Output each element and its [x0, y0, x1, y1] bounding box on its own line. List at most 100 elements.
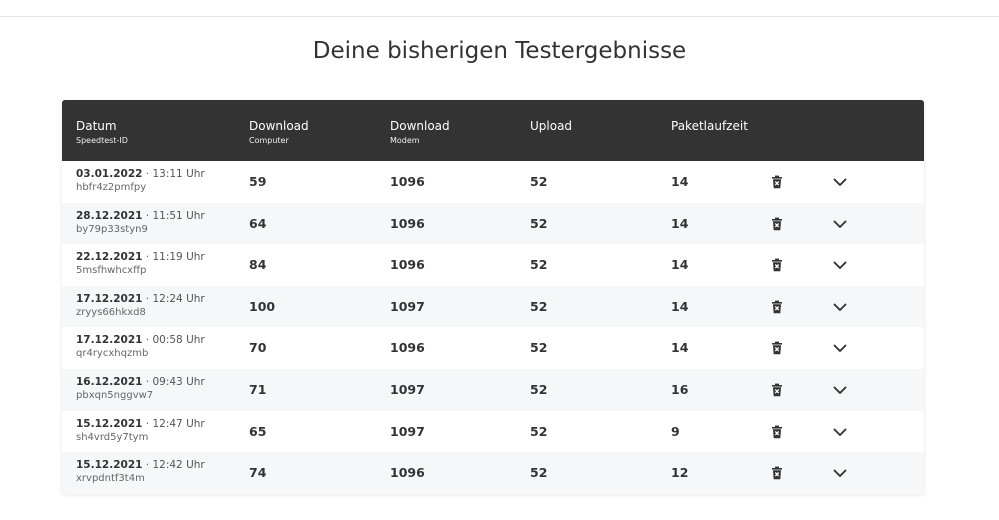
download-modem-value: 1097 [390, 298, 425, 314]
date-cell: 03.01.2022 · 13:11 Uhr hbfr4z2pmfpy [76, 168, 205, 194]
download-modem-value: 1096 [390, 215, 425, 231]
table-row: 17.12.2021 · 00:58 Uhr qr4rycxhqzmb 70 1… [62, 327, 924, 369]
speedtest-id: qr4rycxhqzmb [76, 348, 149, 360]
header-download-modem-label: Download [390, 119, 450, 133]
trash-icon[interactable] [770, 217, 784, 231]
header-latency-label: Paketlaufzeit [671, 119, 748, 133]
trash-icon[interactable] [770, 258, 784, 272]
header-upload: Upload [530, 119, 572, 133]
date-cell: 28.12.2021 · 11:51 Uhr by79p33styn9 [76, 210, 205, 236]
row-time: 13:11 Uhr [152, 168, 205, 180]
upload-value: 52 [530, 340, 548, 356]
date-cell: 15.12.2021 · 12:42 Uhr xrvpdntf3t4m [76, 459, 205, 485]
speedtest-id: 5msfhwhcxffp [76, 265, 147, 277]
row-date: 17.12.2021 [76, 292, 143, 305]
download-modem-value: 1097 [390, 381, 425, 397]
chevron-down-icon[interactable] [832, 467, 848, 479]
latency-value: 14 [671, 215, 689, 231]
header-download-modem-sublabel: Modem [390, 136, 420, 145]
header-download-computer-sublabel: Computer [249, 136, 289, 145]
latency-value: 12 [671, 465, 689, 481]
download-computer-value: 71 [249, 381, 267, 397]
trash-icon[interactable] [770, 341, 784, 355]
download-computer-value: 64 [249, 215, 267, 231]
upload-value: 52 [530, 381, 548, 397]
upload-value: 52 [530, 465, 548, 481]
table-row: 17.12.2021 · 12:24 Uhr zryys66hkxd8 100 … [62, 285, 924, 328]
chevron-down-icon[interactable] [832, 301, 848, 313]
chevron-down-icon[interactable] [832, 176, 848, 188]
top-divider [0, 16, 999, 17]
latency-value: 16 [671, 381, 689, 397]
latency-value: 14 [671, 257, 689, 273]
header-date: Datum Speedtest-ID [76, 119, 128, 146]
chevron-down-icon[interactable] [832, 426, 848, 438]
table-row: 22.12.2021 · 11:19 Uhr 5msfhwhcxffp 84 1… [62, 244, 924, 286]
row-date: 15.12.2021 [76, 417, 143, 430]
date-cell: 16.12.2021 · 09:43 Uhr pbxqn5nggvw7 [76, 376, 205, 402]
trash-icon[interactable] [770, 300, 784, 314]
header-upload-label: Upload [530, 119, 573, 133]
chevron-down-icon[interactable] [832, 218, 848, 230]
date-separator: · [145, 375, 150, 388]
date-cell: 17.12.2021 · 00:58 Uhr qr4rycxhqzmb [76, 334, 205, 360]
speedtest-id: xrvpdntf3t4m [76, 473, 145, 485]
row-date: 03.01.2022 [76, 168, 143, 180]
download-modem-value: 1097 [390, 423, 425, 439]
header-download-modem: Download Modem [390, 119, 450, 146]
table-row: 28.12.2021 · 11:51 Uhr by79p33styn9 64 1… [62, 202, 924, 245]
chevron-down-icon[interactable] [832, 384, 848, 396]
date-separator: · [145, 209, 150, 222]
date-separator: · [145, 168, 150, 180]
date-separator: · [145, 292, 150, 305]
chevron-down-icon[interactable] [832, 259, 848, 271]
upload-value: 52 [530, 174, 548, 189]
table-header: Datum Speedtest-ID Download Computer Dow… [62, 100, 924, 161]
row-time: 00:58 Uhr [152, 334, 205, 347]
latency-value: 14 [671, 298, 689, 314]
trash-icon[interactable] [770, 383, 784, 397]
speedtest-id: hbfr4z2pmfpy [76, 182, 147, 193]
upload-value: 52 [530, 298, 548, 314]
trash-icon[interactable] [770, 466, 784, 480]
table-row: 15.12.2021 · 12:42 Uhr xrvpdntf3t4m 74 1… [62, 452, 924, 494]
row-time: 11:51 Uhr [152, 209, 205, 222]
download-modem-value: 1096 [390, 340, 425, 356]
header-download-computer-label: Download [249, 119, 309, 133]
speedtest-id: by79p33styn9 [76, 223, 148, 235]
speedtest-id: pbxqn5nggvw7 [76, 389, 154, 401]
download-modem-value: 1096 [390, 465, 425, 481]
table-row: 15.12.2021 · 12:47 Uhr sh4vrd5y7tym 65 1… [62, 410, 924, 453]
download-computer-value: 59 [249, 174, 267, 189]
latency-value: 14 [671, 340, 689, 356]
download-modem-value: 1096 [390, 174, 425, 189]
table-row: 03.01.2022 · 13:11 Uhr hbfr4z2pmfpy 59 1… [62, 161, 924, 203]
row-date: 22.12.2021 [76, 251, 143, 264]
speedtest-id: zryys66hkxd8 [76, 306, 146, 318]
table-row: 16.12.2021 · 09:43 Uhr pbxqn5nggvw7 71 1… [62, 368, 924, 411]
download-computer-value: 84 [249, 257, 267, 273]
date-separator: · [145, 334, 150, 347]
download-computer-value: 100 [249, 298, 276, 314]
row-time: 11:19 Uhr [152, 251, 205, 264]
row-date: 17.12.2021 [76, 334, 143, 347]
row-time: 12:42 Uhr [152, 459, 205, 472]
results-table: Datum Speedtest-ID Download Computer Dow… [62, 100, 924, 494]
download-computer-value: 74 [249, 465, 267, 481]
speedtest-id: sh4vrd5y7tym [76, 431, 149, 443]
header-latency: Paketlaufzeit [671, 119, 748, 133]
latency-value: 14 [671, 174, 689, 189]
chevron-down-icon[interactable] [832, 342, 848, 354]
row-date: 28.12.2021 [76, 209, 143, 222]
row-time: 12:24 Uhr [152, 292, 205, 305]
upload-value: 52 [530, 257, 548, 273]
trash-icon[interactable] [770, 175, 784, 189]
download-computer-value: 70 [249, 340, 267, 356]
page-title: Deine bisherigen Testergebnisse [312, 38, 687, 64]
date-cell: 17.12.2021 · 12:24 Uhr zryys66hkxd8 [76, 293, 205, 319]
latency-value: 9 [671, 423, 680, 439]
download-computer-value: 65 [249, 423, 267, 439]
date-separator: · [145, 417, 150, 430]
trash-icon[interactable] [770, 425, 784, 439]
row-date: 15.12.2021 [76, 459, 143, 472]
